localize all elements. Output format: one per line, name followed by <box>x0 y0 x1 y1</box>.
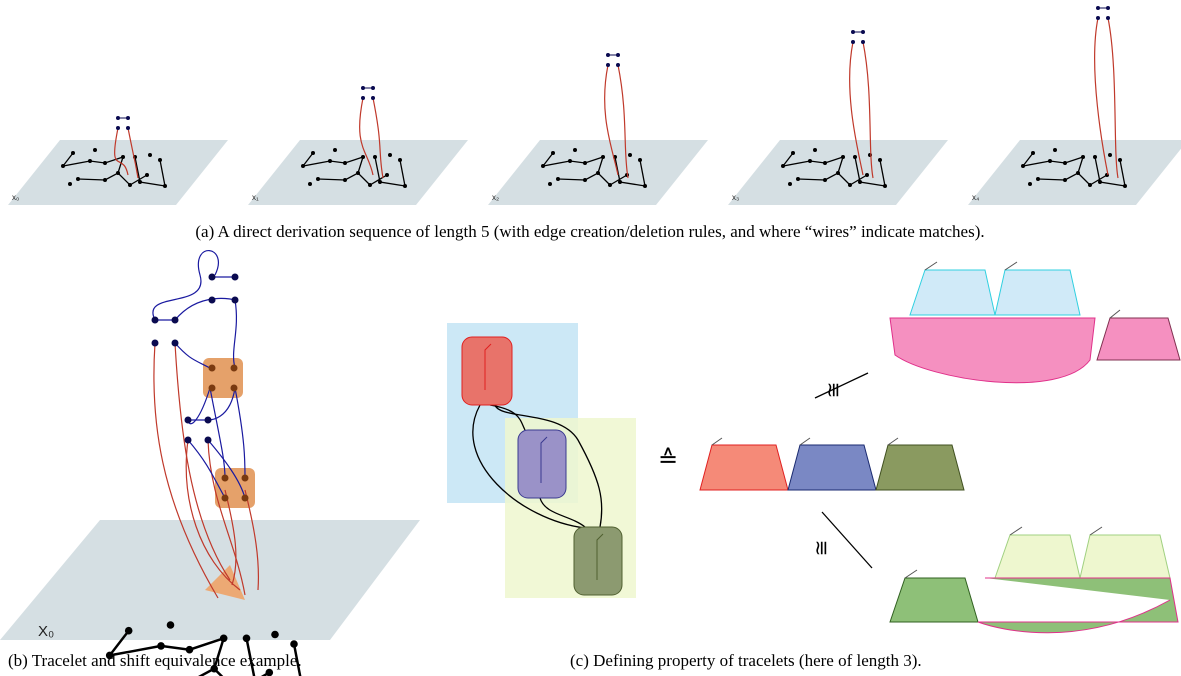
rule-node <box>606 53 610 57</box>
wire <box>114 127 129 176</box>
rule-node <box>361 86 365 90</box>
wire <box>359 97 374 176</box>
caption-b: (b) Tracelet and shift equivalence examp… <box>8 651 302 670</box>
panel-c: ≙ ≅ ≅ <box>447 261 1181 634</box>
caption-a: (a) A direct derivation sequence of leng… <box>195 222 984 241</box>
frame-label: x₂ <box>492 193 499 202</box>
rule-node <box>1096 16 1100 20</box>
frame-label: x₃ <box>732 193 739 202</box>
frame-label: x₁ <box>252 193 259 202</box>
frame: x₂ <box>488 53 708 205</box>
wire <box>862 41 874 179</box>
rule-node <box>616 53 620 57</box>
rule-node <box>1096 6 1100 10</box>
plane <box>8 140 228 205</box>
frame: x₃ <box>728 30 948 205</box>
wire <box>604 64 619 176</box>
frame: x₀ <box>8 116 228 205</box>
frame-label: x₄ <box>972 193 979 202</box>
rule-node <box>861 30 865 34</box>
iso-top: ≅ <box>823 382 845 399</box>
plane <box>968 140 1181 205</box>
caption-c: (c) Defining property of tracelets (here… <box>570 651 922 670</box>
wire <box>372 97 384 179</box>
rule-node <box>616 63 620 67</box>
wire <box>127 127 139 179</box>
plane <box>728 140 948 205</box>
rule-node <box>371 86 375 90</box>
plane-label: X₀ <box>38 623 54 640</box>
plane <box>248 140 468 205</box>
wire <box>1094 17 1109 176</box>
equiv-symbol: ≙ <box>658 447 678 473</box>
rule-node <box>126 126 130 130</box>
rule-node <box>116 116 120 120</box>
rule-node <box>1106 6 1110 10</box>
rule-node <box>116 126 120 130</box>
rule-node <box>861 40 865 44</box>
wire <box>1107 17 1119 179</box>
plane <box>488 140 708 205</box>
frame: x₁ <box>248 86 468 205</box>
panel-b: X₀ <box>0 250 420 676</box>
frame-label: x₀ <box>12 193 19 202</box>
rule-node <box>126 116 130 120</box>
rule-node <box>851 30 855 34</box>
rule-node <box>606 63 610 67</box>
panel-a: x₀ x₁ x₂ x₃ x₄ <box>8 6 1181 205</box>
rule-node <box>851 40 855 44</box>
rule-node <box>361 96 365 100</box>
rule-node <box>1106 16 1110 20</box>
wire <box>617 64 629 179</box>
iso-bottom: ≅ <box>811 540 833 557</box>
frame: x₄ <box>968 6 1181 205</box>
rule-node <box>371 96 375 100</box>
wire <box>849 41 864 176</box>
